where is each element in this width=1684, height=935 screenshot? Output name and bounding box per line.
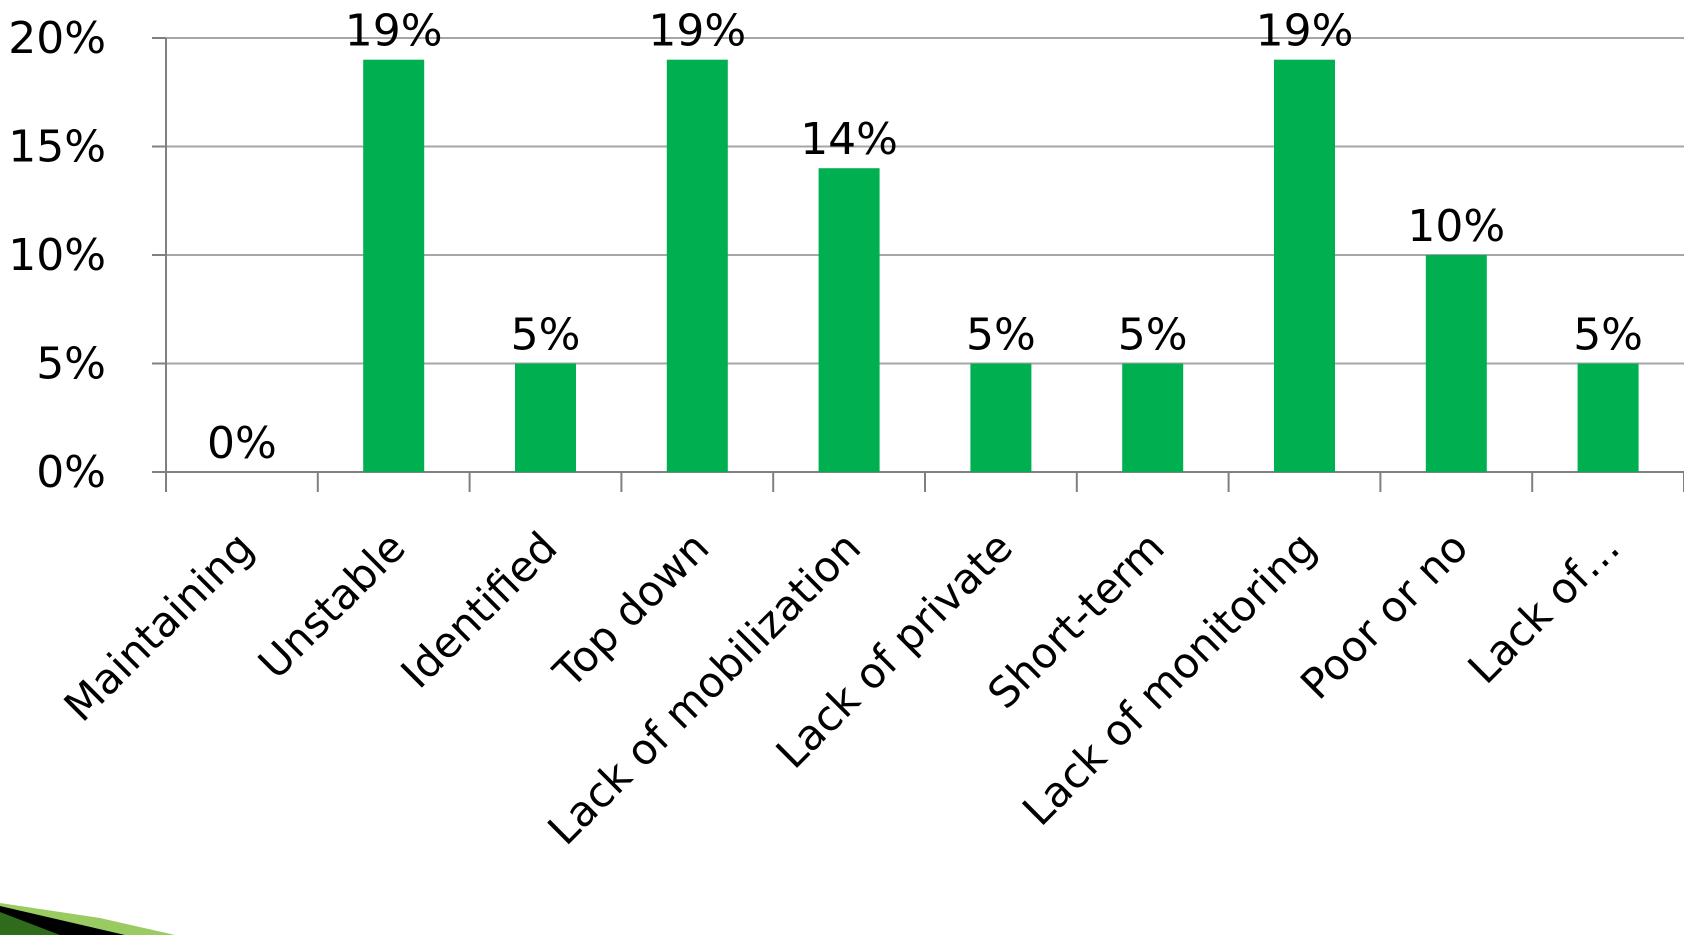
data-label: 14% <box>800 114 898 165</box>
bar <box>1122 363 1184 472</box>
bar <box>666 59 728 472</box>
bar <box>818 168 880 472</box>
y-tick-label: 15% <box>8 122 106 173</box>
x-tick-label: Lack of… <box>1458 522 1629 693</box>
data-label: 5% <box>1118 310 1188 361</box>
bar <box>1274 59 1335 472</box>
x-tick-label: Maintaining <box>55 522 263 730</box>
slide-corner-decoration <box>0 903 175 935</box>
y-tick-label: 0% <box>36 447 106 498</box>
y-tick-label: 5% <box>36 339 106 390</box>
x-tick-label: Identified <box>391 522 566 697</box>
data-labels: 0% 19% 5% 19% 14% 5% 5% 19% 10% 5% <box>207 6 1643 469</box>
y-tick-label: 10% <box>8 230 106 281</box>
bars <box>363 59 1639 472</box>
data-label: 5% <box>511 310 581 361</box>
x-tick-label: Lack of monitoring <box>1013 522 1326 835</box>
x-tick-label: Unstable <box>249 522 415 688</box>
data-label: 19% <box>345 6 443 57</box>
bar <box>1425 255 1487 472</box>
bar <box>363 59 425 472</box>
data-label: 5% <box>966 310 1036 361</box>
bar <box>515 363 576 472</box>
y-axis-tick-labels: 0% 5% 10% 15% 20% <box>8 13 106 498</box>
data-label: 19% <box>1256 6 1354 57</box>
data-label: 0% <box>207 418 277 469</box>
y-tick-label: 20% <box>8 13 106 64</box>
data-label: 10% <box>1407 201 1505 252</box>
x-tick-label: Poor or no <box>1291 522 1477 708</box>
data-label: 19% <box>648 6 746 57</box>
data-label: 5% <box>1573 310 1643 361</box>
bar <box>1577 363 1639 472</box>
bar <box>970 363 1032 472</box>
